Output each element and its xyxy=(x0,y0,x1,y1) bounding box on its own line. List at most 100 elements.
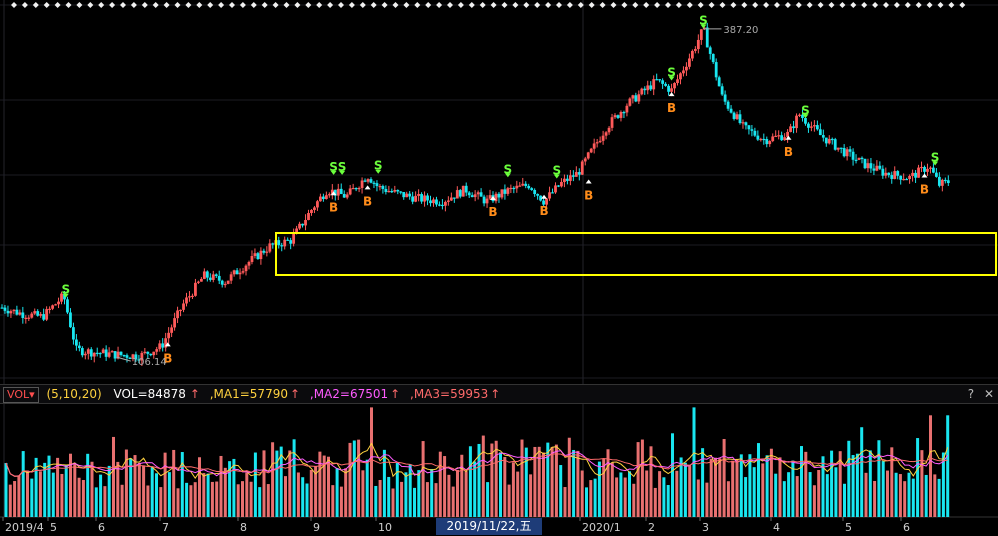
top-diamond-marker xyxy=(523,2,530,8)
volume-bar xyxy=(830,450,834,517)
top-diamond-marker xyxy=(904,2,911,8)
volume-bar xyxy=(477,443,481,517)
candle-body xyxy=(688,58,691,67)
top-diamond-marker xyxy=(926,2,933,8)
x-axis-label: 5 xyxy=(50,521,57,534)
volume-bar xyxy=(671,433,674,517)
help-icon[interactable]: ? xyxy=(967,387,975,401)
candle-body xyxy=(372,182,376,184)
buy-arrow-icon xyxy=(164,342,171,347)
top-diamond-marker xyxy=(174,2,181,8)
candle-body xyxy=(524,183,528,186)
candle-body xyxy=(336,188,340,196)
min-price-label: 106.14 xyxy=(132,357,167,368)
close-icon[interactable]: ✕ xyxy=(983,387,994,401)
candle-body xyxy=(86,349,90,354)
top-diamond-marker xyxy=(370,2,377,8)
candle-body xyxy=(830,138,834,141)
candle-body xyxy=(119,351,123,356)
x-axis-label: 2 xyxy=(648,521,655,534)
indicator-selector[interactable]: VOL▾ xyxy=(3,387,39,403)
candle-body xyxy=(80,348,84,356)
candle-body xyxy=(845,149,849,157)
candle-body xyxy=(223,283,227,286)
top-diamond-marker xyxy=(414,2,421,8)
volume-bar xyxy=(881,461,885,517)
candle-body xyxy=(741,122,745,124)
volume-bar xyxy=(438,451,442,517)
candle-body xyxy=(128,357,132,360)
volume-bar xyxy=(838,451,842,517)
candle-body xyxy=(277,240,281,246)
candle-body xyxy=(313,207,316,210)
candle-body xyxy=(738,114,742,123)
volume-bar xyxy=(464,471,468,517)
candle-body xyxy=(649,85,653,90)
candle-body xyxy=(250,255,254,262)
volume-bar xyxy=(34,457,38,517)
candle-body xyxy=(682,70,685,74)
volume-bar xyxy=(576,450,580,517)
top-diamond-marker xyxy=(795,2,802,8)
volume-bar xyxy=(64,464,68,517)
volume-bar xyxy=(873,480,877,517)
volume-bar xyxy=(649,446,653,517)
top-diamond-marker xyxy=(512,2,519,8)
volume-bar xyxy=(331,485,335,517)
price-candles xyxy=(0,22,950,366)
candle-body xyxy=(551,192,554,194)
volume-bar xyxy=(288,450,292,517)
top-diamond-marker xyxy=(490,2,497,8)
candle-body xyxy=(664,83,667,86)
max-price-label: 387.20 xyxy=(723,25,758,36)
volume-bar xyxy=(13,481,17,517)
candle-body xyxy=(116,351,120,359)
candle-body xyxy=(798,114,801,116)
candle-body xyxy=(580,161,584,175)
volume-bar xyxy=(494,440,498,517)
candle-body xyxy=(438,204,441,206)
candle-body xyxy=(182,303,185,310)
volume-bar xyxy=(77,477,81,517)
volume-bar xyxy=(468,446,472,517)
volume-bar xyxy=(245,472,249,517)
candle-body xyxy=(565,178,569,181)
candle-body xyxy=(411,196,415,202)
volume-bar xyxy=(731,460,735,517)
candle-body xyxy=(375,183,379,187)
top-diamond-marker xyxy=(937,2,944,8)
candle-body xyxy=(298,223,301,229)
candle-body xyxy=(113,351,117,359)
volume-bar xyxy=(60,473,64,517)
top-diamond-marker xyxy=(272,2,279,8)
volume-bar xyxy=(447,474,451,517)
candle-body xyxy=(321,196,325,200)
volume-bar xyxy=(696,479,700,517)
top-diamond-marker xyxy=(850,2,857,8)
candle-body xyxy=(470,195,474,198)
candle-body xyxy=(929,167,932,169)
candle-body xyxy=(27,317,31,319)
top-diamond-marker xyxy=(54,2,61,8)
candle-body xyxy=(42,314,46,320)
candle-body xyxy=(259,250,263,260)
sell-arrow-icon xyxy=(553,174,560,179)
top-diamond-marker xyxy=(883,2,889,8)
candle-body xyxy=(568,175,572,181)
top-diamond-marker xyxy=(686,2,693,8)
candle-body xyxy=(107,352,111,357)
candle-body xyxy=(943,179,947,182)
volume-bar xyxy=(748,454,752,517)
candle-body xyxy=(36,311,40,316)
candle-body xyxy=(345,194,349,198)
top-diamond-marker xyxy=(425,2,432,8)
candle-body xyxy=(821,135,825,138)
top-diamond-marker xyxy=(643,2,650,8)
candle-body xyxy=(926,168,929,172)
candle-body xyxy=(899,175,903,180)
candle-body xyxy=(301,223,304,226)
volume-bar xyxy=(606,449,610,517)
volume-bar xyxy=(834,467,838,517)
volume-bar xyxy=(804,451,808,517)
volume-bar xyxy=(404,472,408,517)
